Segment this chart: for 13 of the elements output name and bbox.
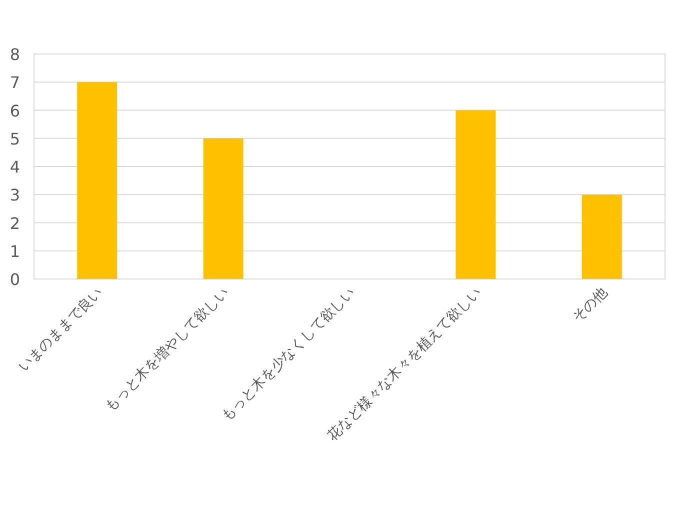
- bar: [582, 194, 622, 279]
- y-tick-label: 2: [10, 214, 20, 233]
- y-tick-label: 7: [10, 73, 20, 92]
- bar: [77, 82, 118, 279]
- y-tick-label: 4: [10, 158, 20, 176]
- y-tick-label: 1: [10, 242, 20, 261]
- y-tick-label: 3: [10, 186, 20, 205]
- x-tick-label: その他: [570, 284, 611, 326]
- y-tick-label: 8: [10, 45, 20, 64]
- y-tick-label: 6: [10, 101, 20, 120]
- bar: [203, 138, 244, 279]
- y-tick-label: 5: [10, 129, 20, 148]
- bar: [456, 110, 496, 279]
